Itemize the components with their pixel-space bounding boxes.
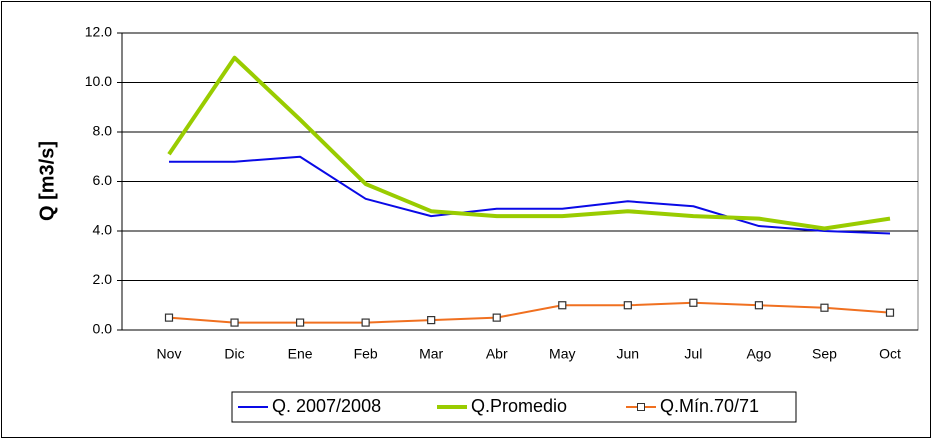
x-tick-label: May bbox=[549, 346, 575, 362]
legend-label: Q. 2007/2008 bbox=[272, 396, 381, 416]
point-marker bbox=[623, 301, 632, 310]
point-marker bbox=[164, 313, 174, 322]
point-marker bbox=[689, 298, 698, 307]
y-tick-label: 8.0 bbox=[93, 123, 113, 139]
y-tick-label: 4.0 bbox=[93, 222, 113, 238]
y-tick-label: 0.0 bbox=[93, 321, 113, 337]
x-tick-label: Ene bbox=[288, 346, 313, 362]
x-tick-label: Dic bbox=[224, 346, 244, 362]
point-marker bbox=[361, 318, 370, 327]
point-marker bbox=[558, 301, 567, 310]
legend-marker bbox=[637, 403, 645, 411]
x-tick-label: Mar bbox=[419, 346, 443, 362]
point-marker bbox=[295, 318, 305, 327]
legend-label: Q.Promedio bbox=[471, 396, 567, 416]
point-marker bbox=[230, 318, 239, 327]
x-tick-label: Feb bbox=[354, 346, 378, 362]
series-line bbox=[168, 301, 891, 324]
x-tick-label: Jul bbox=[684, 346, 702, 362]
x-tick-label: Jun bbox=[617, 346, 640, 362]
x-tick-label: Oct bbox=[879, 346, 901, 362]
point-marker bbox=[427, 316, 436, 325]
point-marker bbox=[885, 308, 895, 317]
point-marker bbox=[492, 313, 501, 322]
y-axis-label: Q [m3/s] bbox=[36, 141, 58, 221]
point-marker bbox=[820, 303, 829, 312]
legend-label: Q.Mín.70/71 bbox=[660, 396, 759, 416]
y-tick-label: 6.0 bbox=[93, 172, 113, 188]
y-tick-label: 12.0 bbox=[85, 24, 112, 40]
point-marker bbox=[754, 301, 764, 310]
series-line bbox=[169, 155, 891, 235]
y-tick-label: 2.0 bbox=[93, 271, 113, 287]
x-tick-label: Abr bbox=[486, 346, 508, 362]
x-tick-label: Nov bbox=[157, 346, 182, 362]
legend-box bbox=[231, 391, 797, 423]
series-line bbox=[167, 55, 891, 231]
x-tick-label: Sep bbox=[812, 346, 837, 362]
x-tick-label: Ago bbox=[746, 346, 771, 362]
y-tick-label: 10.0 bbox=[85, 73, 112, 89]
